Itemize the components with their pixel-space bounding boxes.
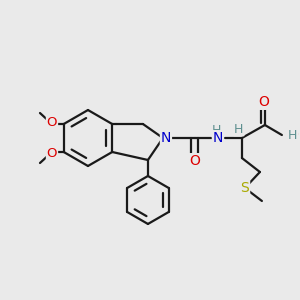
- Text: O: O: [259, 95, 269, 109]
- Text: N: N: [213, 131, 223, 145]
- Text: H: H: [288, 128, 298, 142]
- Text: O: O: [47, 116, 57, 128]
- Text: N: N: [161, 131, 171, 145]
- Text: O: O: [287, 128, 298, 142]
- Text: O: O: [190, 154, 200, 168]
- Text: S: S: [241, 181, 249, 195]
- Text: H: H: [212, 124, 222, 136]
- Text: O: O: [47, 148, 57, 160]
- Text: H: H: [234, 122, 244, 136]
